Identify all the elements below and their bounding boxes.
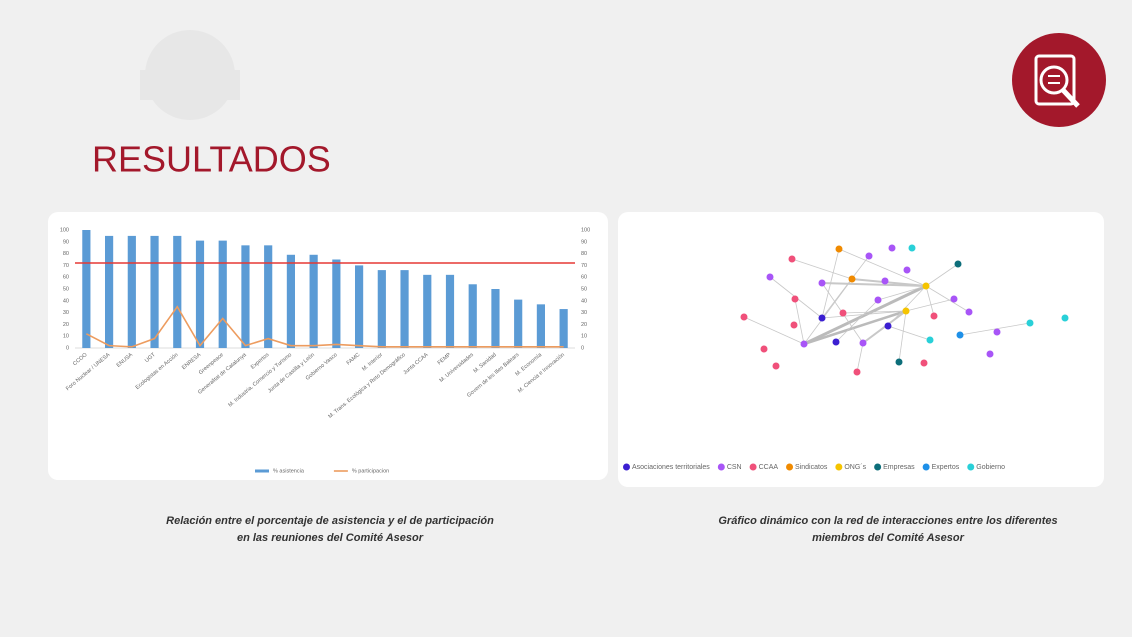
y-tick-label: 0 <box>66 345 69 351</box>
legend-label: CSN <box>727 464 742 471</box>
slide: RESULTADOS 0 10 20 30 40 50 60 70 80 90 100 0 10 20 30… <box>0 0 1132 637</box>
bar <box>173 236 181 348</box>
bar <box>264 245 272 348</box>
y2-tick-label: 50 <box>581 286 587 292</box>
bar <box>310 255 318 348</box>
legend-label: Empresas <box>883 464 915 471</box>
y-tick-label: 90 <box>63 239 69 245</box>
legend-swatch <box>967 464 974 471</box>
bar <box>446 275 454 348</box>
bar <box>150 236 158 348</box>
legend-swatch <box>718 464 725 471</box>
bar <box>560 309 568 348</box>
network-card <box>618 212 1104 487</box>
y2-tick-label: 20 <box>581 322 587 328</box>
caption: Relación entre el porcentaje de asistenc… <box>166 515 494 527</box>
y2-tick-label: 60 <box>581 275 587 281</box>
y-tick-label: 30 <box>63 310 69 316</box>
y-tick-label: 40 <box>63 298 69 304</box>
bar <box>423 275 431 348</box>
legend-swatch <box>874 464 881 471</box>
bar <box>196 241 204 348</box>
legend-label: Expertos <box>932 464 960 471</box>
caption: miembros del Comité Asesor <box>812 532 965 544</box>
legend-swatch <box>255 470 269 473</box>
legend-label: % asistencia <box>273 468 305 474</box>
y2-tick-label: 90 <box>581 239 587 245</box>
y-tick-label: 10 <box>63 334 69 340</box>
legend-swatch <box>750 464 757 471</box>
bar <box>219 241 227 348</box>
legend-label: Sindicatos <box>795 464 828 471</box>
legend-label: CCAA <box>759 464 779 471</box>
bar <box>400 270 408 348</box>
legend-swatch <box>835 464 842 471</box>
bar <box>82 230 90 348</box>
page-title: RESULTADOS <box>92 139 331 180</box>
bar <box>332 260 340 349</box>
legend-swatch <box>623 464 630 471</box>
y-tick-label: 70 <box>63 263 69 269</box>
caption: en las reuniones del Comité Asesor <box>237 532 424 544</box>
bar <box>355 265 363 348</box>
legend-label: ONG´s <box>844 464 866 471</box>
y2-tick-label: 100 <box>581 227 590 233</box>
y-tick-label: 60 <box>63 275 69 281</box>
legend-swatch <box>786 464 793 471</box>
bar <box>241 245 249 348</box>
y2-tick-label: 80 <box>581 251 587 257</box>
y2-tick-label: 70 <box>581 263 587 269</box>
legend-swatch <box>923 464 930 471</box>
bar <box>469 284 477 348</box>
icon <box>1012 33 1106 127</box>
bar <box>514 300 522 348</box>
bar <box>491 289 499 348</box>
bar <box>287 255 295 348</box>
y2-tick-label: 10 <box>581 334 587 340</box>
y2-tick-label: 30 <box>581 310 587 316</box>
legend-label: Asociaciones territoriales <box>632 464 710 471</box>
y-tick-label: 100 <box>60 227 69 233</box>
bar <box>105 236 113 348</box>
y-tick-label: 20 <box>63 322 69 328</box>
y2-tick-label: 0 <box>581 345 584 351</box>
legend-label: % participacion <box>352 468 389 474</box>
y-tick-label: 80 <box>63 251 69 257</box>
bar <box>128 236 136 348</box>
y2-tick-label: 40 <box>581 298 587 304</box>
bar <box>378 270 386 348</box>
bar <box>537 304 545 348</box>
y-tick-label: 50 <box>63 286 69 292</box>
caption: Gráfico dinámico con la red de interacci… <box>718 515 1057 527</box>
legend-label: Gobierno <box>976 464 1005 471</box>
